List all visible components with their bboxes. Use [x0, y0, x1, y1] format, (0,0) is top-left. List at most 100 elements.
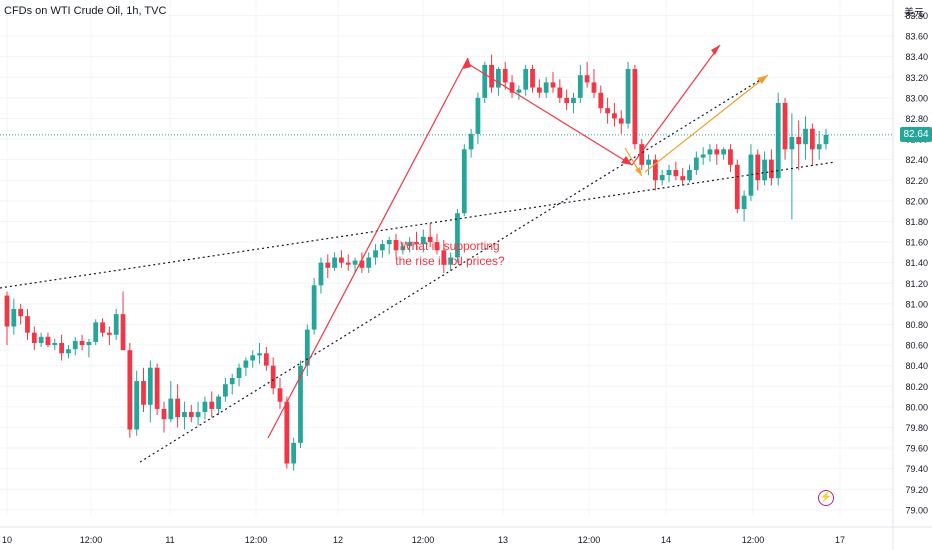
- candle-body: [106, 332, 112, 335]
- candle-body: [803, 128, 808, 145]
- red-arrowhead-down: [621, 156, 632, 165]
- candle-body: [796, 136, 802, 145]
- candle-body: [482, 64, 488, 98]
- candle-body: [25, 316, 30, 333]
- candle-body: [816, 144, 822, 150]
- candle-body: [127, 350, 133, 430]
- candle-body: [72, 340, 78, 350]
- y-tick-label: 80.60: [905, 341, 928, 351]
- candle-body: [693, 157, 699, 170]
- candle-body: [236, 367, 242, 379]
- red-arrow-up: [267, 57, 469, 439]
- candle-body: [707, 149, 713, 155]
- candle-body: [141, 381, 146, 405]
- candle-body: [298, 365, 303, 443]
- candle-body: [359, 260, 365, 268]
- candle-body: [536, 87, 542, 93]
- long-trendline: [0, 161, 836, 289]
- candle-body: [325, 262, 331, 268]
- candle-body: [154, 367, 160, 409]
- candle-body: [86, 341, 92, 346]
- candle-body: [318, 262, 324, 286]
- candle-body: [666, 169, 672, 176]
- candle-body: [557, 87, 563, 98]
- candle-body: [741, 195, 747, 210]
- candle-body: [577, 75, 583, 98]
- candle-body: [311, 285, 317, 330]
- candle-body: [775, 103, 781, 179]
- candle-body: [728, 149, 733, 165]
- candle-body: [639, 144, 645, 165]
- candle-body: [250, 355, 256, 361]
- candle-body: [202, 401, 208, 412]
- x-tick-label: 12:00: [245, 535, 268, 545]
- candle-body: [468, 133, 474, 150]
- candle-body: [625, 69, 631, 124]
- candle-body: [523, 69, 529, 90]
- orange-arrow-up: [644, 74, 769, 173]
- y-tick-label: 83.20: [905, 73, 928, 83]
- candle-body: [31, 332, 37, 343]
- candle-body: [427, 236, 433, 243]
- lightning-icon[interactable]: ⚡: [818, 490, 834, 506]
- candle-body: [188, 412, 194, 418]
- y-tick-label: 80.80: [905, 320, 928, 330]
- candle-body: [646, 159, 651, 165]
- candle-body: [809, 128, 815, 150]
- candle-body: [714, 149, 720, 155]
- candle-body: [352, 260, 358, 265]
- candle-body: [277, 388, 283, 402]
- x-tick-label: 12: [333, 535, 343, 545]
- candle-body: [612, 113, 617, 119]
- y-tick-label: 82.00: [905, 196, 928, 206]
- y-tick-label: 81.00: [905, 299, 928, 309]
- annotation-text[interactable]: What is supporting the rise in oil price…: [388, 239, 512, 269]
- red-arrowhead-up-2: [711, 45, 720, 55]
- candle-body: [339, 257, 344, 263]
- candle-body: [755, 154, 761, 181]
- candle-body: [584, 75, 590, 83]
- candle-body: [502, 69, 508, 83]
- candle-body: [441, 250, 447, 265]
- candle-body: [543, 82, 549, 93]
- candle-body: [257, 353, 262, 356]
- grid-lines: [0, 0, 893, 515]
- candle-body: [509, 82, 515, 93]
- x-tick-label: 13: [498, 535, 508, 545]
- y-tick-label: 81.40: [905, 258, 928, 268]
- candle-body: [195, 412, 201, 418]
- candle-body: [223, 384, 228, 397]
- candle-body: [59, 342, 64, 354]
- candle-body: [79, 340, 85, 346]
- orange-arrowhead-down: [635, 167, 642, 176]
- candle-body: [373, 250, 378, 258]
- currency-label: 美元: [904, 8, 924, 19]
- y-tick-label: 82.40: [905, 155, 928, 165]
- candle-body: [168, 398, 174, 420]
- x-tick-label: 17: [835, 535, 845, 545]
- candle-body: [496, 69, 501, 88]
- candle-body: [284, 401, 290, 464]
- candle-body: [100, 322, 105, 333]
- y-tick-label: 80.20: [905, 382, 928, 392]
- x-tick-label: 10: [2, 535, 12, 545]
- candle-body: [209, 401, 215, 409]
- x-tick-label: 12:00: [412, 535, 435, 545]
- candle-body: [134, 381, 140, 430]
- candle-body: [120, 314, 126, 351]
- y-tick-label: 79.20: [905, 485, 928, 495]
- candle-body: [618, 118, 624, 124]
- candle-body: [721, 149, 727, 155]
- candle-body: [550, 82, 556, 88]
- candle-body: [216, 396, 221, 409]
- candle-body: [93, 322, 99, 342]
- candle-body: [823, 134, 829, 145]
- x-tick-label: 12:00: [578, 535, 601, 545]
- red-arrow-down: [469, 64, 633, 166]
- candle-body: [632, 69, 638, 145]
- candle-body: [420, 236, 426, 245]
- candle-body: [18, 309, 24, 317]
- candle-body: [700, 154, 706, 158]
